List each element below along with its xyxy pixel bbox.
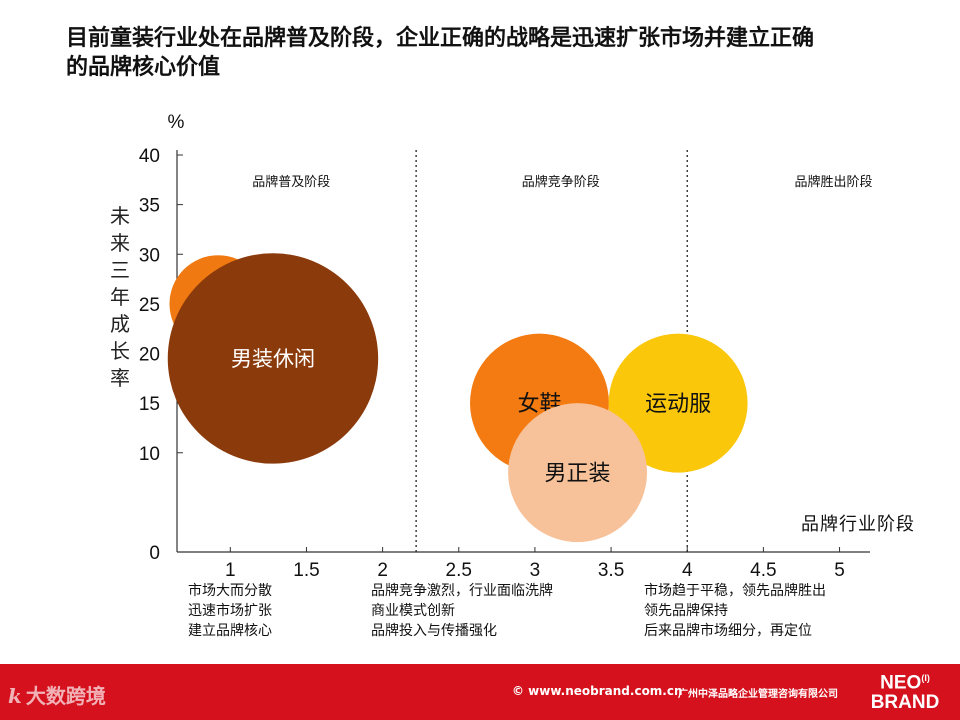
watermark-logo-icon: k — [8, 684, 22, 708]
stage-2-line-1: 品牌竞争激烈，行业面临洗牌 — [371, 583, 553, 599]
stage-1-line-3: 建立品牌核心 — [188, 623, 272, 639]
x-tick-label: 4 — [682, 560, 693, 581]
brand-line-1: NEO — [880, 672, 922, 694]
bubble-point — [508, 403, 648, 543]
stage-1-line-2: 迅速市场扩张 — [188, 603, 272, 619]
y-tick-label: 35 — [139, 196, 160, 217]
y-tick-label: 25 — [139, 295, 160, 316]
brand-mark: (I) — [921, 673, 930, 683]
title-line-1: 目前童装行业处在品牌普及阶段，企业正确的战略是迅速扩张市场并建立正确 — [66, 26, 815, 51]
company-name: 广州中泽品略企业管理咨询有限公司 — [678, 689, 838, 700]
y-tick-label: 40 — [139, 146, 160, 167]
x-tick-label: 3 — [530, 560, 541, 581]
copyright-link[interactable]: © www.neobrand.com.cn — [512, 684, 683, 698]
stage-description-1: 市场大而分散 迅速市场扩张 建立品牌核心 — [188, 581, 272, 641]
bubble-point — [608, 333, 748, 473]
stage-description-3: 市场趋于平稳，领先品牌胜出 领先品牌保持 后来品牌市场细分，再定位 — [644, 581, 826, 641]
stage-1-line-1: 市场大而分散 — [188, 583, 272, 599]
stage-2-line-3: 品牌投入与传播强化 — [371, 623, 497, 639]
watermark-text: 大数跨境 — [25, 684, 106, 708]
stage-title: 品牌竞争阶段 — [522, 174, 600, 190]
y-unit-label: % — [168, 112, 185, 133]
stage-title: 品牌胜出阶段 — [794, 174, 872, 190]
x-tick-label: 2 — [377, 560, 388, 581]
neobrand-logo: NEO(I) BRAND — [860, 668, 950, 713]
stage-description-2: 品牌竞争激烈，行业面临洗牌 商业模式创新 品牌投入与传播强化 — [371, 581, 553, 641]
y-tick-label: 20 — [139, 345, 160, 366]
y-tick-label: 0 — [149, 543, 160, 564]
page-title: 目前童装行业处在品牌普及阶段，企业正确的战略是迅速扩张市场并建立正确 的品牌核心… — [66, 24, 926, 82]
x-tick-label: 4.5 — [750, 560, 776, 581]
stage-2-line-2: 商业模式创新 — [371, 603, 455, 619]
brand-line-2: BRAND — [870, 692, 940, 714]
stage-3-line-1: 市场趋于平稳，领先品牌胜出 — [644, 583, 826, 599]
stage-3-line-3: 后来品牌市场细分，再定位 — [644, 623, 812, 639]
x-tick-label: 1.5 — [293, 560, 319, 581]
y-tick-label: 15 — [139, 394, 160, 415]
bubble-label: 运动服 — [645, 392, 711, 417]
x-tick-label: 5 — [834, 560, 845, 581]
x-axis-title: 品牌行业阶段 — [801, 514, 915, 535]
watermark: k 大数跨境 — [8, 680, 106, 709]
y-tick-label: 30 — [139, 245, 160, 266]
x-tick-label: 2.5 — [446, 560, 472, 581]
title-line-2: 的品牌核心价值 — [66, 55, 221, 80]
stage-3-line-2: 领先品牌保持 — [644, 603, 728, 619]
x-tick-label: 1 — [225, 560, 236, 581]
bubble-chart: 0101520253035401 1.5 2 2.5 3 3.5 4 4.5 5%品牌普及阶段品… — [139, 112, 915, 581]
bubble-label: 男装休闲 — [231, 347, 315, 371]
y-axis-label: 未来三年成长率 — [110, 204, 130, 390]
bubble-label: 男正装 — [545, 462, 611, 487]
bubble-point — [167, 253, 379, 464]
x-tick-label: 3.5 — [598, 560, 624, 581]
footer-bar: k 大数跨境 © www.neobrand.com.cn 广州中泽品略企业管理咨询… — [0, 664, 960, 720]
stage-title: 品牌普及阶段 — [252, 174, 330, 190]
y-tick-label: 10 — [139, 444, 160, 465]
